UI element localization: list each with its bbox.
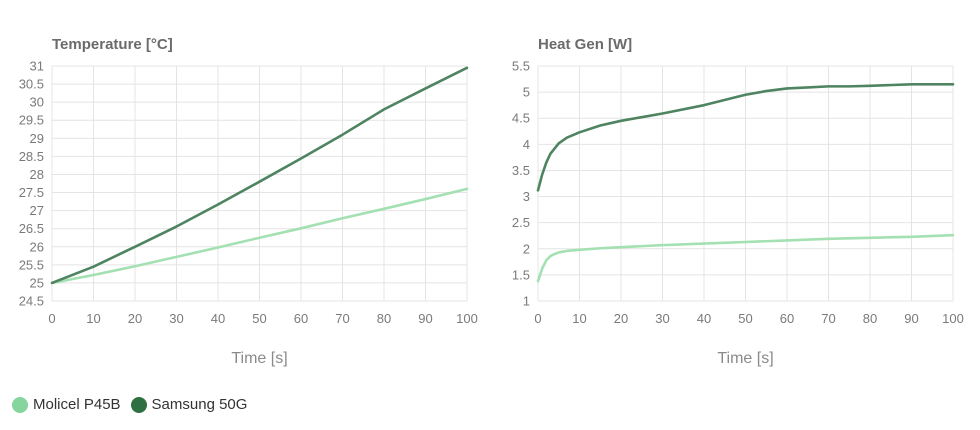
y-tick-label-heat-gen: 4 (523, 137, 530, 152)
y-tick-label-temperature: 25 (30, 275, 44, 290)
series-line-samsung-50g-heat-gen (536, 82, 955, 192)
y-tick-label-temperature: 30.5 (19, 77, 44, 92)
y-tick-label-heat-gen: 4.5 (512, 111, 530, 126)
y-tick-label-heat-gen: 5.5 (512, 59, 530, 74)
x-tick-label-heat-gen: 60 (780, 311, 794, 326)
y-tick-label-temperature: 27.5 (19, 185, 44, 200)
x-tick-label-temperature: 80 (377, 311, 391, 326)
x-tick-label-temperature: 10 (86, 311, 100, 326)
legend: Molicel P45B Samsung 50G (12, 396, 247, 413)
y-tick-label-temperature: 27 (30, 203, 44, 218)
x-tick-label-temperature: 70 (335, 311, 349, 326)
y-tick-label-heat-gen: 5 (523, 85, 530, 100)
charts-canvas: Temperature [°C]24.52525.52626.52727.528… (19, 36, 964, 367)
x-tick-label-heat-gen: 100 (942, 311, 964, 326)
x-tick-label-temperature: 50 (252, 311, 266, 326)
legend-label-samsung-50g: Samsung 50G (151, 396, 248, 413)
chart-title-temperature: Temperature [°C] (52, 36, 173, 53)
y-tick-label-temperature: 25.5 (19, 257, 44, 272)
y-tick-label-heat-gen: 1 (523, 294, 530, 309)
x-tick-label-temperature: 60 (294, 311, 308, 326)
legend-item-molicel-p45b[interactable]: Molicel P45B (12, 396, 121, 413)
y-tick-label-temperature: 30 (30, 95, 44, 110)
x-tick-label-heat-gen: 50 (738, 311, 752, 326)
series-line-molicel-p45b-heat-gen (536, 233, 955, 283)
chart-title-heat-gen: Heat Gen [W] (538, 36, 632, 53)
x-tick-label-heat-gen: 10 (572, 311, 586, 326)
x-tick-label-heat-gen: 90 (904, 311, 918, 326)
y-tick-label-temperature: 29.5 (19, 113, 44, 128)
y-tick-label-heat-gen: 3.5 (512, 163, 530, 178)
x-tick-label-heat-gen: 40 (697, 311, 711, 326)
y-tick-label-temperature: 29 (30, 131, 44, 146)
legend-swatch-samsung-50g (130, 396, 147, 413)
y-tick-label-heat-gen: 1.5 (512, 267, 530, 282)
legend-swatch-molicel-p45b (12, 396, 28, 413)
y-tick-label-temperature: 31 (30, 59, 44, 74)
x-axis-label-heat-gen: Time [s] (717, 350, 773, 367)
y-tick-label-temperature: 26 (30, 239, 44, 254)
y-tick-label-temperature: 28 (30, 167, 44, 182)
legend-item-samsung-50g[interactable]: Samsung 50G (130, 396, 248, 413)
y-tick-label-heat-gen: 2.5 (512, 215, 530, 230)
x-tick-label-temperature: 30 (169, 311, 183, 326)
legend-label-molicel-p45b: Molicel P45B (33, 396, 121, 413)
series-line-molicel-p45b-temperature (50, 187, 469, 285)
x-tick-label-heat-gen: 20 (614, 311, 628, 326)
y-tick-label-heat-gen: 2 (523, 241, 530, 256)
x-tick-label-heat-gen: 70 (821, 311, 835, 326)
x-tick-label-temperature: 40 (211, 311, 225, 326)
x-tick-label-heat-gen: 80 (863, 311, 877, 326)
x-tick-label-heat-gen: 0 (534, 311, 541, 326)
x-tick-label-heat-gen: 30 (655, 311, 669, 326)
y-tick-label-heat-gen: 3 (523, 189, 530, 204)
x-tick-label-temperature: 90 (418, 311, 432, 326)
x-tick-label-temperature: 0 (48, 311, 55, 326)
x-tick-label-temperature: 100 (456, 311, 478, 326)
x-axis-label-temperature: Time [s] (231, 350, 287, 367)
chart-heat-gen: Heat Gen [W] 1 1.5 2 2.5 3 3.5 4 4.5 5 5.5 0 10 20 30 4… (512, 36, 964, 367)
x-tick-label-temperature: 20 (128, 311, 142, 326)
y-tick-label-temperature: 28.5 (19, 149, 44, 164)
y-tick-label-temperature: 24.5 (19, 294, 44, 309)
y-tick-label-temperature: 26.5 (19, 221, 44, 236)
chart-temperature: Temperature [°C] 24.5 25 25.5 26 26.5 27 27.5 28… (19, 36, 478, 367)
series-line-samsung-50g-temperature (50, 66, 469, 285)
